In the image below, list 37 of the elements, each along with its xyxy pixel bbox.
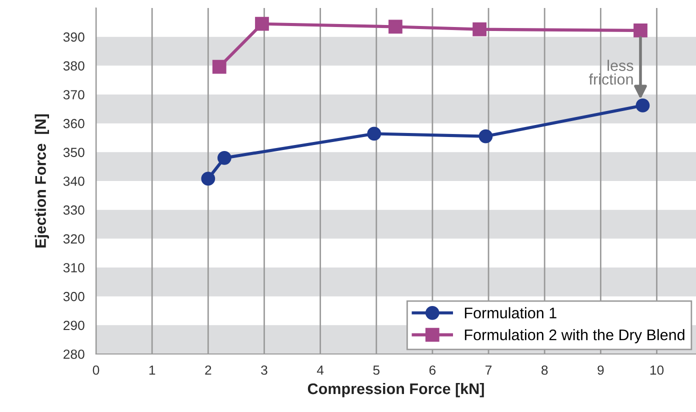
x-tick-label: 10 (650, 365, 664, 375)
y-tick-label: 340 (63, 176, 84, 186)
point (478, 129, 493, 144)
point (472, 22, 486, 36)
y-tick-label: 350 (63, 148, 84, 158)
point (634, 24, 648, 38)
y-tick-label: 310 (63, 263, 84, 272)
y-tick-label: 330 (63, 205, 84, 215)
point (212, 60, 226, 74)
point (217, 150, 232, 165)
x-tick-label: 8 (542, 365, 548, 375)
legend-label: Formulation 2 with the Dry Blend (464, 329, 684, 344)
x-tick-label: 9 (598, 365, 604, 375)
y-tick-label: 370 (63, 90, 84, 100)
y-tick-label: 290 (64, 320, 84, 330)
x-tick-label: 6 (429, 365, 436, 375)
x-tick-label: 2 (205, 365, 212, 375)
x-tick-label: 5 (373, 366, 380, 375)
legend-label: Formulation 1 (464, 307, 556, 318)
y-tick-label: 300 (63, 292, 84, 302)
point (255, 16, 269, 31)
x-tick-label: 1 (149, 366, 156, 375)
y-tick-label: 280 (64, 350, 84, 359)
x-tick-label: 3 (261, 365, 268, 375)
point (388, 20, 402, 34)
y-tick-label: 320 (63, 234, 84, 244)
x-tick-label: 7 (486, 366, 492, 375)
point (636, 98, 650, 112)
x-tick-label: 0 (92, 365, 100, 375)
point (367, 126, 382, 141)
y-axis-title: Ejection Force [N] (34, 114, 49, 248)
point (201, 172, 216, 186)
y-tick-label: 380 (63, 61, 84, 71)
y-tick-label: 360 (63, 118, 84, 128)
x-axis-title: Compression Force [kN] (308, 382, 484, 398)
x-tick-label: 4 (316, 366, 324, 375)
y-tick-label: 390 (63, 32, 84, 42)
